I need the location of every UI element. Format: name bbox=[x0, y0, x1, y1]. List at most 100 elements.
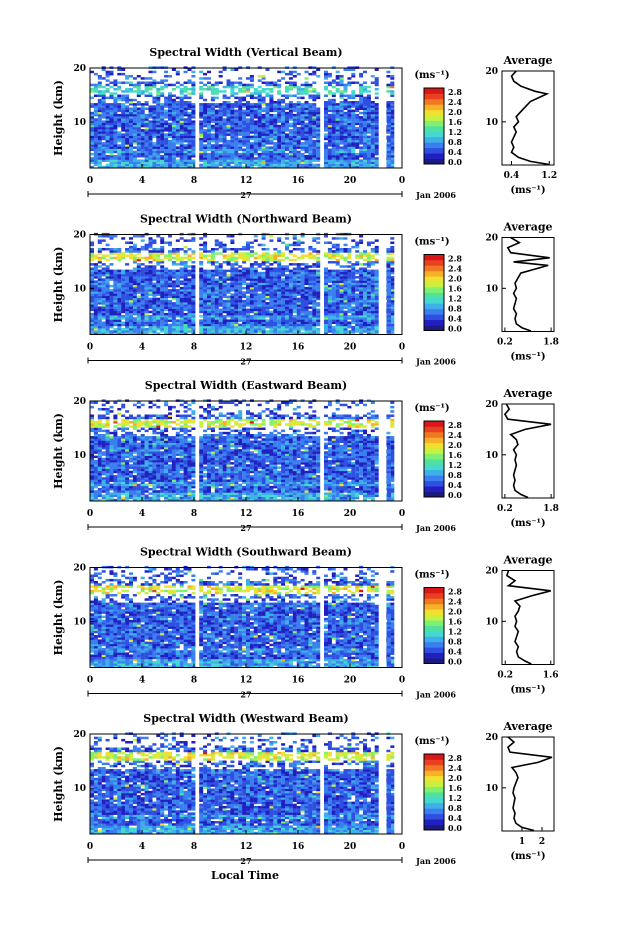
x-tick-label: 0 bbox=[399, 676, 405, 686]
colorbar-tick-label: 2.4 bbox=[448, 597, 462, 607]
y-tick-label: 20 bbox=[73, 564, 86, 574]
x-tick-label: 4 bbox=[139, 343, 145, 353]
colorbar-swatch bbox=[424, 819, 444, 825]
avg-y-tick-label: 10 bbox=[485, 451, 498, 461]
y-axis-title: Height (km) bbox=[52, 580, 65, 656]
x-tick-label: 16 bbox=[292, 509, 305, 519]
colorbar-tick-label: 2.4 bbox=[448, 264, 462, 274]
colorbar-tick-label: 2.8 bbox=[448, 87, 462, 97]
colorbar-tick-label: 1.6 bbox=[448, 783, 462, 793]
colorbar-swatch bbox=[424, 759, 444, 765]
colorbar-swatch bbox=[424, 464, 444, 470]
heatmap bbox=[90, 233, 394, 335]
colorbar-swatch bbox=[424, 770, 444, 776]
colorbar-tick-label: 2.8 bbox=[448, 254, 462, 264]
panel-0: Spectral Width (Vertical Beam)0 4 8 12 16 20 0… bbox=[52, 46, 557, 200]
colorbar-swatch bbox=[424, 276, 444, 282]
colorbar-swatch bbox=[424, 454, 444, 460]
colorbar-swatch bbox=[424, 121, 444, 127]
avg-y-tick-label: 20 bbox=[485, 733, 498, 743]
avg-x-tick-label: 1.8 bbox=[543, 338, 559, 348]
y-tick-label: 20 bbox=[73, 397, 86, 407]
avg-unit: (ms⁻¹) bbox=[510, 851, 545, 862]
colorbar-tick-label: 1.6 bbox=[448, 450, 462, 460]
colorbar-swatch bbox=[424, 137, 444, 143]
x-tick-label: 16 bbox=[292, 343, 305, 353]
avg-unit: (ms⁻¹) bbox=[510, 185, 545, 196]
y-tick-label: 20 bbox=[73, 64, 86, 74]
colorbar-tick-label: 0.0 bbox=[448, 657, 462, 667]
colorbar-swatch bbox=[424, 260, 444, 266]
avg-y-tick-label: 20 bbox=[485, 234, 498, 244]
average-title: Average bbox=[502, 54, 552, 67]
panel-title: Spectral Width (Southward Beam) bbox=[140, 546, 352, 559]
x-tick-label: 8 bbox=[191, 676, 197, 686]
colorbar-swatch bbox=[424, 303, 444, 309]
colorbar-swatch bbox=[424, 421, 444, 427]
colorbar-tick-label: 0.0 bbox=[448, 157, 462, 167]
colorbar-tick-label: 0.4 bbox=[448, 647, 462, 657]
colorbar-swatch bbox=[424, 808, 444, 814]
heatmap bbox=[90, 66, 394, 168]
colorbar-swatch bbox=[424, 765, 444, 771]
colorbar-swatch bbox=[424, 653, 444, 659]
x-tick-label: 8 bbox=[191, 176, 197, 186]
avg-x-tick-label: 1.2 bbox=[541, 171, 557, 181]
avg-y-tick-label: 20 bbox=[485, 67, 498, 77]
colorbar-tick-label: 1.6 bbox=[448, 284, 462, 294]
colorbar-tick-label: 2.0 bbox=[448, 274, 462, 284]
avg-x-tick-label: 1.8 bbox=[543, 504, 559, 514]
avg-unit: (ms⁻¹) bbox=[510, 685, 545, 696]
colorbar-tick-label: 0.4 bbox=[448, 480, 462, 490]
colorbar-swatch bbox=[424, 153, 444, 159]
colorbar-swatch bbox=[424, 148, 444, 154]
colorbar-tick-label: 1.2 bbox=[448, 460, 462, 470]
colorbar-swatch bbox=[424, 626, 444, 632]
x-tick-label: 12 bbox=[240, 509, 253, 519]
heatmap bbox=[90, 566, 394, 668]
colorbar-swatch bbox=[424, 115, 444, 121]
average-title: Average bbox=[502, 720, 552, 733]
avg-x-tick-label: 2 bbox=[539, 837, 545, 847]
colorbar-tick-label: 2.0 bbox=[448, 440, 462, 450]
colorbar-tick-label: 0.0 bbox=[448, 490, 462, 500]
x-tick-label: 20 bbox=[344, 343, 357, 353]
colorbar-swatch bbox=[424, 781, 444, 787]
colorbar-tick-label: 0.4 bbox=[448, 314, 462, 324]
average-title: Average bbox=[502, 554, 552, 567]
colorbar-swatch bbox=[424, 647, 444, 653]
colorbar-tick-label: 0.4 bbox=[448, 813, 462, 823]
average-profile-line bbox=[508, 737, 552, 831]
x-tick-label: 4 bbox=[139, 842, 145, 852]
y-tick-label: 20 bbox=[73, 231, 86, 241]
x-tick-label: 12 bbox=[240, 176, 253, 186]
colorbar-swatch bbox=[424, 142, 444, 148]
colorbar-swatch bbox=[424, 593, 444, 599]
panel-3: Spectral Width (Southward Beam)0 4 8 12 16 20… bbox=[52, 546, 559, 700]
colorbar-swatch bbox=[424, 459, 444, 465]
colorbar-swatch bbox=[424, 615, 444, 621]
average-frame bbox=[502, 404, 554, 498]
avg-x-tick-label: 0.2 bbox=[497, 671, 513, 681]
colorbar-swatch bbox=[424, 814, 444, 820]
x-tick-label: 4 bbox=[139, 176, 145, 186]
average-profile-line bbox=[512, 71, 550, 165]
colorbar-unit: (ms⁻¹) bbox=[414, 403, 449, 414]
x-tick-label: 4 bbox=[139, 509, 145, 519]
x-tick-label: 20 bbox=[344, 509, 357, 519]
colorbar-swatch bbox=[424, 282, 444, 288]
colorbar-swatch bbox=[424, 93, 444, 99]
x-tick-label: 0 bbox=[87, 676, 93, 686]
day-label: 27 bbox=[240, 523, 251, 533]
colorbar-tick-label: 1.2 bbox=[448, 294, 462, 304]
colorbar-swatch bbox=[424, 448, 444, 454]
colorbar-tick-label: 2.4 bbox=[448, 430, 462, 440]
avg-unit: (ms⁻¹) bbox=[510, 352, 545, 363]
x-tick-label: 0 bbox=[87, 176, 93, 186]
colorbar-swatch bbox=[424, 255, 444, 261]
colorbar-swatch bbox=[424, 604, 444, 610]
colorbar-swatch bbox=[424, 298, 444, 304]
avg-y-tick-label: 20 bbox=[485, 400, 498, 410]
date-label: Jan 2006 bbox=[415, 523, 456, 533]
colorbar-tick-label: 1.2 bbox=[448, 627, 462, 637]
